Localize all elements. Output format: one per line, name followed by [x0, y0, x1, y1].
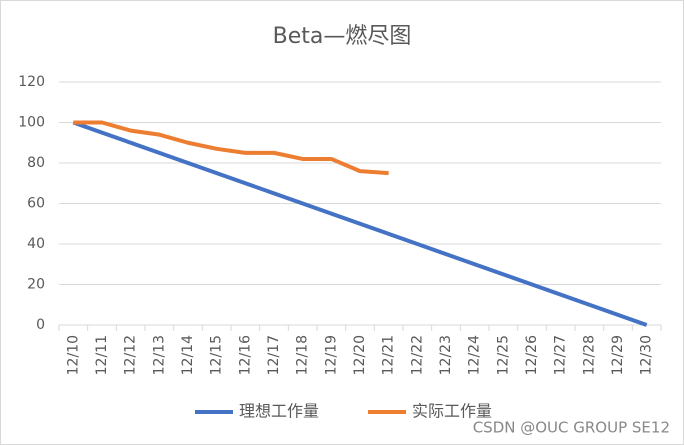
x-tick-label: 12/20: [352, 335, 368, 375]
chart-title: Beta—燃尽图: [273, 24, 412, 49]
line-series: [72, 120, 648, 327]
watermark: CSDN @OUC GROUP SE12: [473, 419, 670, 437]
x-tick-label: 12/30: [639, 335, 655, 375]
y-tick-label: 40: [27, 236, 45, 252]
x-tick-label: 12/15: [209, 335, 225, 375]
x-tick-label: 12/11: [94, 335, 110, 375]
x-tick-label: 12/25: [495, 335, 511, 375]
x-tick-label: 12/29: [610, 335, 626, 375]
x-tick-label: 12/13: [151, 335, 167, 375]
x-tick-label: 12/27: [553, 335, 569, 375]
x-tick-label: 12/28: [581, 335, 597, 375]
x-tick-label: 12/21: [381, 335, 397, 375]
x-tick-label: 12/12: [123, 335, 139, 375]
x-tick-label: 12/22: [409, 335, 425, 375]
x-tick-label: 12/16: [237, 335, 253, 375]
legend-label: 实际工作量: [412, 402, 492, 421]
line-series: [73, 120, 389, 176]
y-tick-label: 20: [27, 277, 45, 293]
legend-label: 理想工作量: [239, 402, 319, 421]
x-tick-label: 12/14: [180, 335, 196, 375]
y-tick-label: 80: [27, 155, 45, 171]
x-tick-label: 12/26: [524, 335, 540, 375]
x-tick-label: 12/23: [438, 335, 454, 375]
x-tick-label: 12/24: [467, 335, 483, 375]
y-tick-label: 60: [27, 196, 45, 212]
x-tick-label: 12/18: [295, 335, 311, 375]
y-tick-label: 0: [36, 317, 45, 333]
x-tick-label: 12/19: [323, 335, 339, 375]
y-tick-label: 100: [18, 115, 45, 131]
y-tick-label: 120: [18, 74, 45, 90]
x-tick-label: 12/10: [65, 335, 81, 375]
x-tick-label: 12/17: [266, 335, 282, 375]
